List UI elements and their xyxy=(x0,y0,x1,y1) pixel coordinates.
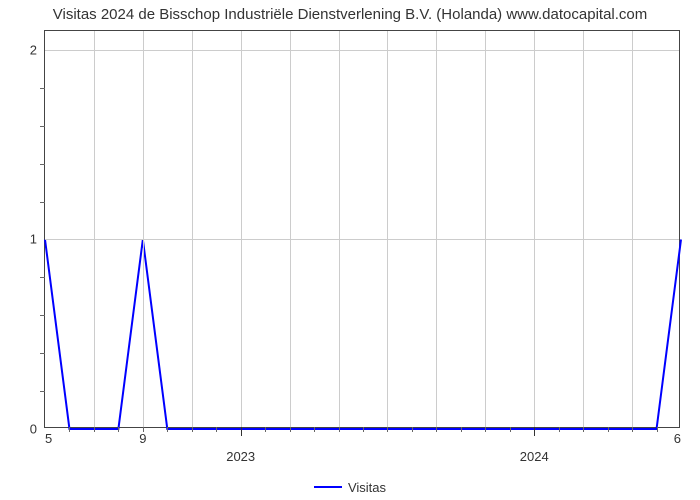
x-minor-tick xyxy=(265,427,266,432)
y-minor-tick xyxy=(40,315,45,316)
legend: Visitas xyxy=(0,475,700,495)
x-minor-tick xyxy=(608,427,609,432)
grid-vertical xyxy=(436,31,437,427)
y-tick-label: 0 xyxy=(30,422,37,437)
x-minor-tick xyxy=(436,427,437,432)
y-tick-label: 2 xyxy=(30,42,37,57)
x-minor-tick xyxy=(412,427,413,432)
x-minor-tick xyxy=(69,427,70,432)
x-major-label: 2024 xyxy=(520,449,549,464)
x-end-label-left: 5 xyxy=(45,431,52,446)
x-minor-tick xyxy=(632,427,633,432)
x-minor-tick xyxy=(485,427,486,432)
y-minor-tick xyxy=(40,88,45,89)
x-major-tick xyxy=(534,427,535,436)
x-minor-tick xyxy=(290,427,291,432)
grid-vertical xyxy=(583,31,584,427)
y-minor-tick xyxy=(40,353,45,354)
y-minor-tick xyxy=(40,202,45,203)
x-minor-tick xyxy=(363,427,364,432)
y-minor-tick xyxy=(40,391,45,392)
grid-vertical xyxy=(387,31,388,427)
x-minor-tick xyxy=(167,427,168,432)
grid-vertical xyxy=(94,31,95,427)
y-minor-tick xyxy=(40,126,45,127)
grid-vertical xyxy=(339,31,340,427)
legend-swatch xyxy=(314,486,342,488)
grid-vertical xyxy=(290,31,291,427)
x-minor-tick xyxy=(510,427,511,432)
y-minor-tick xyxy=(40,277,45,278)
x-end-label-right: 6 xyxy=(674,431,681,446)
series-line xyxy=(45,239,681,429)
chart-title: Visitas 2024 de Bisschop Industriële Die… xyxy=(0,6,700,23)
x-major-label: 2023 xyxy=(226,449,255,464)
x-minor-tick xyxy=(559,427,560,432)
x-major-tick xyxy=(241,427,242,436)
legend-item: Visitas xyxy=(314,480,386,495)
x-inline-label: 9 xyxy=(139,431,146,446)
x-minor-tick xyxy=(314,427,315,432)
grid-horizontal xyxy=(45,50,679,51)
x-minor-tick xyxy=(94,427,95,432)
grid-vertical xyxy=(534,31,535,427)
grid-horizontal xyxy=(45,239,679,240)
grid-vertical xyxy=(485,31,486,427)
x-minor-tick xyxy=(339,427,340,432)
legend-label: Visitas xyxy=(348,480,386,495)
y-minor-tick xyxy=(40,164,45,165)
grid-vertical xyxy=(192,31,193,427)
x-minor-tick xyxy=(216,427,217,432)
y-tick-label: 1 xyxy=(30,232,37,247)
x-minor-tick xyxy=(461,427,462,432)
grid-vertical xyxy=(241,31,242,427)
grid-vertical xyxy=(632,31,633,427)
line-series xyxy=(45,31,681,429)
x-minor-tick xyxy=(657,427,658,432)
x-minor-tick xyxy=(118,427,119,432)
x-minor-tick xyxy=(583,427,584,432)
grid-vertical xyxy=(143,31,144,427)
x-minor-tick xyxy=(387,427,388,432)
chart-container: Visitas 2024 de Bisschop Industriële Die… xyxy=(0,0,700,500)
x-minor-tick xyxy=(192,427,193,432)
plot-area: 01220232024956 xyxy=(44,30,680,428)
